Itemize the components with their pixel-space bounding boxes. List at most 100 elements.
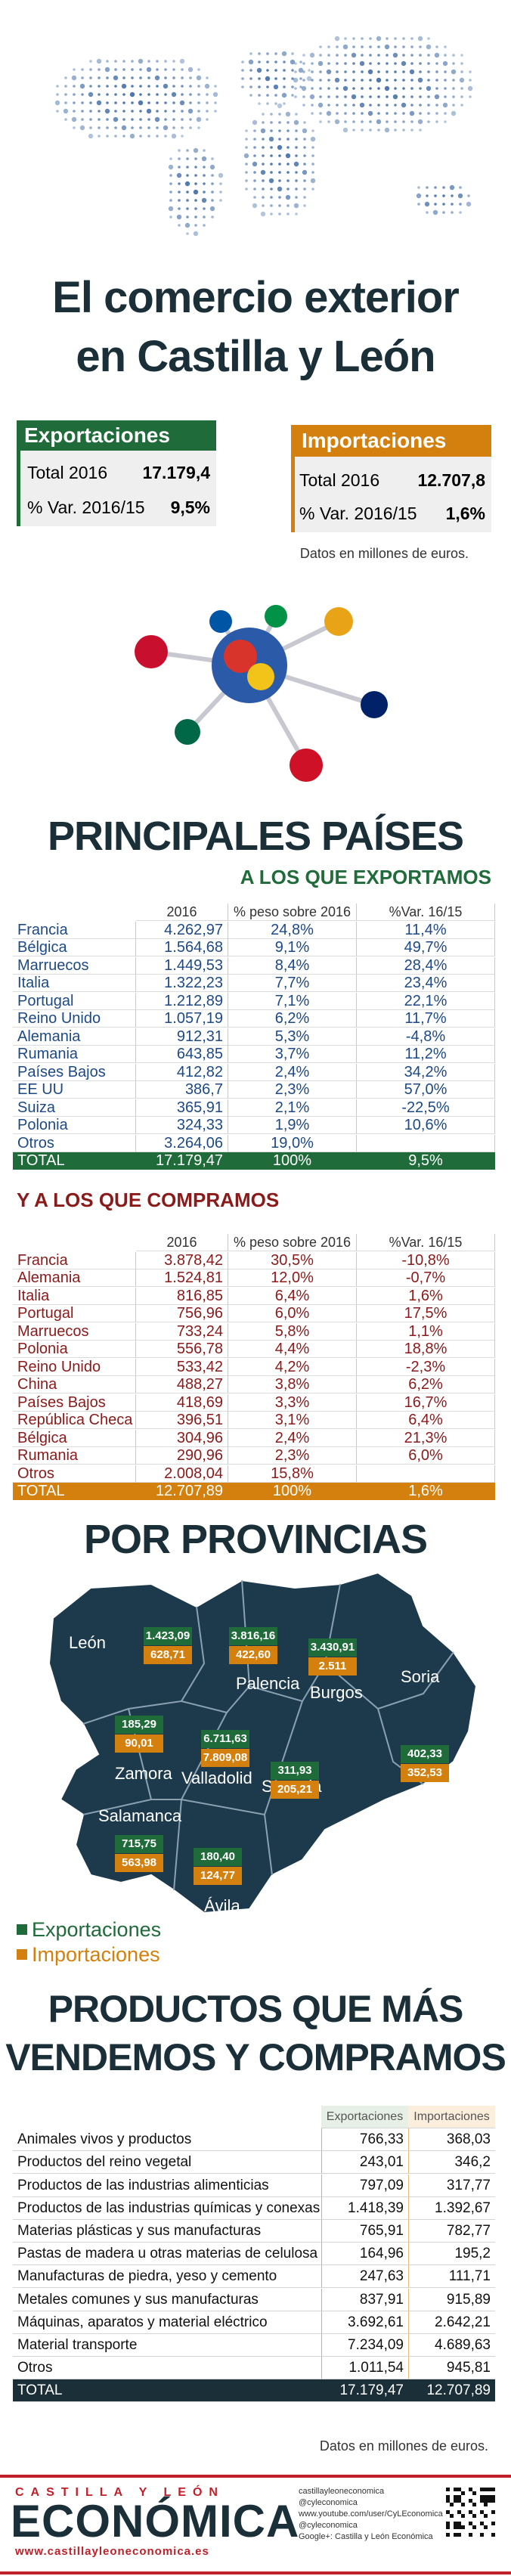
cell-value: 12,0%: [228, 1269, 357, 1287]
row-label: República Checa: [13, 1412, 136, 1429]
value: 1,6%: [445, 504, 485, 523]
row-label: Reino Unido: [13, 1010, 136, 1028]
cell-value: 3.264,06: [136, 1134, 228, 1152]
cell-value: 34,2%: [357, 1063, 495, 1081]
province-imports: 422,60: [229, 1646, 277, 1664]
cell-value: 6,2%: [228, 1010, 357, 1028]
row-label: Material transporte: [13, 2334, 321, 2357]
social-line: Google+: Castilla y León Económica: [299, 2532, 433, 2541]
imports-box: [291, 457, 491, 532]
province-imports: 124,77: [194, 1867, 242, 1885]
column-header: %Var. 16/15: [357, 1234, 495, 1251]
cell-value: -0,7%: [357, 1269, 495, 1287]
section-title: PRINCIPALES PAÍSES: [47, 814, 464, 859]
cell-value: 18,8%: [357, 1341, 495, 1358]
cell-value: 1.057,19: [136, 1010, 228, 1028]
cell-value: 2,3%: [228, 1081, 357, 1099]
cell-value: 6,4%: [357, 1412, 495, 1429]
legend-swatch: [17, 1924, 27, 1935]
social-line: @cyleconomica: [299, 2521, 358, 2530]
social: castillayleoneconomica @cyleconomica www.y…: [299, 2486, 443, 2543]
cell-value: 915,89: [408, 2288, 495, 2311]
cell-value: 15,8%: [228, 1465, 357, 1483]
cell-value: 643,85: [136, 1046, 228, 1063]
cell-value: -22,5%: [357, 1099, 495, 1117]
province-imports: 90,01: [115, 1734, 163, 1753]
cell-value: 766,33: [321, 2128, 408, 2152]
note: Datos en millones de euros.: [299, 546, 469, 561]
cell-value: 247,63: [321, 2265, 408, 2289]
label: Total 2016: [27, 463, 108, 482]
province-exports: 402,33: [401, 1745, 449, 1763]
cell-value: 1.524,81: [136, 1269, 228, 1287]
cell-value: 1.212,89: [136, 992, 228, 1010]
row-label: Países Bajos: [13, 1393, 136, 1412]
cell-value: 5,8%: [228, 1322, 357, 1341]
total-cell: 9,5%: [357, 1152, 495, 1170]
province-exports: 1.423,09: [144, 1627, 192, 1645]
cell-value: 1,1%: [357, 1322, 495, 1341]
total-cell: 17.179,47: [136, 1152, 228, 1170]
column-header: %Var. 16/15: [357, 904, 495, 921]
cell-value: 7,7%: [228, 975, 357, 992]
cell-value: 4.262,97: [136, 921, 228, 939]
row-label: Animales vivos y productos: [13, 2128, 321, 2152]
row-label: Portugal: [13, 1305, 136, 1322]
cell-value: 412,82: [136, 1063, 228, 1081]
row-label: Rumania: [13, 1046, 136, 1063]
row-label: Alemania: [13, 1269, 136, 1287]
cell-value: 3,7%: [228, 1046, 357, 1063]
exports-box: [17, 451, 216, 526]
province-imports: 2.511: [308, 1657, 357, 1675]
cell-value: 290,96: [136, 1447, 228, 1465]
province-imports: 7.809,08: [201, 1749, 249, 1767]
total-cell: TOTAL: [13, 2379, 321, 2403]
cell-value: 111,71: [408, 2265, 495, 2289]
url: www.castillayleoneconomica.es: [15, 2545, 209, 2558]
row-label: Italia: [13, 1287, 136, 1305]
cell-value: 304,96: [136, 1429, 228, 1447]
province-name: León: [69, 1633, 106, 1652]
province-name: Burgos: [310, 1683, 363, 1702]
row-label: Bélgica: [13, 939, 136, 956]
section-title: POR PROVINCIAS: [83, 1517, 428, 1562]
row-label: Polonia: [13, 1341, 136, 1358]
province-name: Zamora: [115, 1764, 172, 1783]
cell-value: 7.234,09: [321, 2334, 408, 2357]
cell-value: 195,2: [408, 2243, 495, 2266]
cell-value: 2,4%: [228, 1063, 357, 1081]
row-label: Portugal: [13, 992, 136, 1010]
cell-value: 9,1%: [228, 939, 357, 956]
row-label: Productos del reino vegetal: [13, 2151, 321, 2175]
row-label: Manufacturas de piedra, yeso y cemento: [13, 2265, 321, 2289]
cell-value: 733,24: [136, 1322, 228, 1341]
cell-value: 533,42: [136, 1358, 228, 1376]
province-name: Salamanca: [98, 1806, 182, 1825]
row-label: Alemania: [13, 1028, 136, 1046]
region-map: [48, 1571, 478, 1914]
cell-value: 317,77: [408, 2174, 495, 2197]
cell-value: 912,31: [136, 1028, 228, 1046]
social-line: www.youtube.com/user/CyLEconomica: [299, 2509, 443, 2519]
row-label: Bélgica: [13, 1429, 136, 1447]
total-cell: 100%: [228, 1152, 357, 1170]
cell-value: 11,4%: [357, 921, 495, 939]
row-label: Otros: [13, 1134, 136, 1152]
row-label: Suiza: [13, 1099, 136, 1117]
province-name: Valladolid: [181, 1768, 252, 1787]
column-header: % peso sobre 2016: [228, 1234, 357, 1251]
brand-main: ECONÓMICA: [11, 2496, 300, 2547]
network-nodes: [135, 605, 388, 782]
cell-value: 2.008,04: [136, 1465, 228, 1483]
cell-value: 7,1%: [228, 992, 357, 1010]
qr-code: [446, 2488, 495, 2537]
cell-value: 1,6%: [357, 1287, 495, 1305]
row-label: EE UU: [13, 1081, 136, 1099]
row-label: Polonia: [13, 1117, 136, 1134]
cell-value: 3.692,61: [321, 2311, 408, 2334]
cell-value: 49,7%: [357, 939, 495, 956]
cell-value: 30,5%: [228, 1251, 357, 1269]
province-imports: 205,21: [271, 1781, 319, 1799]
row-label: Reino Unido: [13, 1358, 136, 1376]
cell-value: 368,03: [408, 2128, 495, 2152]
